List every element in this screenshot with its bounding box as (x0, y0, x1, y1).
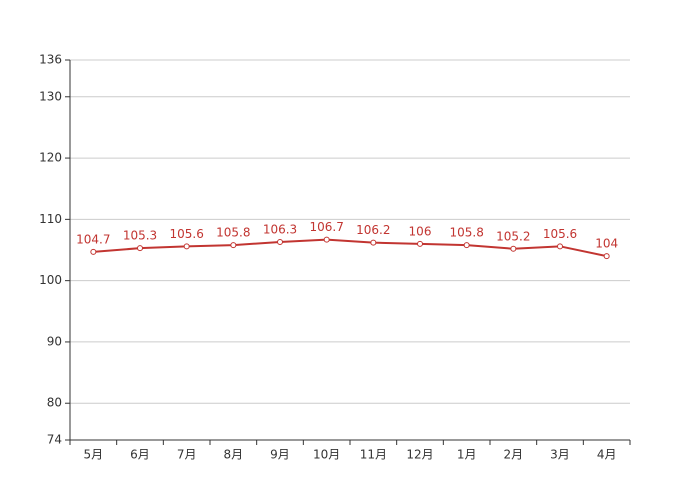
point (323, 236, 330, 243)
y-tick-label: 136 (39, 53, 62, 67)
point (277, 239, 283, 246)
point (603, 253, 610, 260)
point (557, 243, 563, 250)
x-tick-label: 5月 (84, 448, 104, 462)
x-tick-label: 10月 (313, 448, 340, 462)
data-label: 106.3 (263, 223, 297, 237)
data-label: 105.8 (449, 226, 483, 240)
x-tick-label: 4月 (597, 448, 617, 462)
y-tick-label: 74 (47, 433, 62, 447)
point (370, 239, 377, 246)
y-tick-label: 130 (39, 89, 62, 103)
x-tick-label: 9月 (270, 448, 290, 462)
x-tick-label: 1月 (457, 448, 477, 462)
x-tick-label: 8月 (224, 448, 244, 462)
x-tick-label: 12月 (406, 448, 433, 462)
data-label: 106.7 (309, 220, 343, 234)
y-tick-label: 110 (39, 212, 62, 226)
data-label: 105.2 (496, 229, 530, 243)
y-tick-label: 90 (47, 334, 62, 348)
data-label: 104 (595, 237, 618, 251)
data-label: 105.6 (543, 227, 577, 241)
y-tick-label: 120 (39, 151, 62, 165)
point (230, 242, 237, 249)
data-label: 105.3 (123, 229, 157, 243)
point (137, 245, 143, 252)
data-label: 105.8 (216, 226, 250, 240)
data-label: 105.6 (169, 227, 203, 241)
y-tick-label: 80 (47, 396, 62, 410)
x-tick-label: 7月 (177, 448, 197, 462)
line (93, 238, 607, 258)
point (463, 242, 470, 249)
point (417, 240, 423, 247)
point (510, 245, 517, 252)
data-label: 104.7 (76, 232, 110, 246)
data-label: 106 (409, 224, 432, 238)
x-tick-label: 6月 (130, 448, 150, 462)
x-tick-label: 3月 (550, 448, 570, 462)
point (90, 248, 97, 255)
x-tick-label: 11月 (360, 448, 387, 462)
y-tick-label: 100 (39, 273, 62, 287)
point (183, 243, 190, 250)
data-label: 106.2 (356, 223, 390, 237)
x-tick-label: 2月 (504, 448, 524, 462)
